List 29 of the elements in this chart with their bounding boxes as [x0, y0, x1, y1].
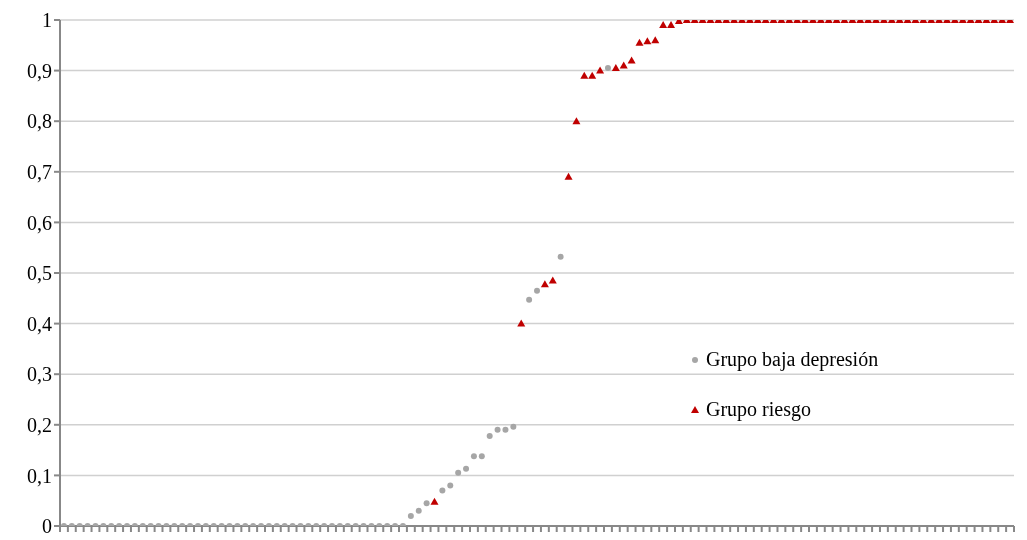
y-tick-label: 0,6	[27, 211, 52, 234]
point	[667, 21, 676, 29]
point	[651, 36, 660, 44]
point	[430, 497, 439, 505]
point	[659, 21, 668, 29]
y-tick-label: 0	[42, 515, 52, 538]
point	[564, 172, 573, 180]
point	[517, 319, 526, 327]
y-tick-label: 0,4	[27, 312, 52, 335]
legend-label: Grupo riesgo	[706, 397, 811, 421]
y-tick-label: 0,9	[27, 59, 52, 82]
point	[596, 66, 605, 74]
y-tick-label: 0,5	[27, 262, 52, 285]
point	[619, 61, 628, 69]
point	[580, 71, 589, 79]
y-tick-label: 0,8	[27, 110, 52, 133]
point	[588, 71, 597, 79]
y-tick-label: 0,7	[27, 160, 52, 183]
legend-label: Grupo baja depresión	[706, 347, 879, 371]
y-tick-label: 0,3	[27, 363, 52, 386]
point	[540, 280, 549, 288]
point	[548, 276, 557, 284]
point	[635, 38, 644, 46]
y-tick-label: 0,2	[27, 413, 52, 436]
point	[611, 64, 620, 72]
y-tick-label: 0,1	[27, 464, 52, 487]
y-tick-label: 1	[42, 9, 52, 32]
point	[643, 37, 652, 45]
point	[572, 117, 581, 125]
